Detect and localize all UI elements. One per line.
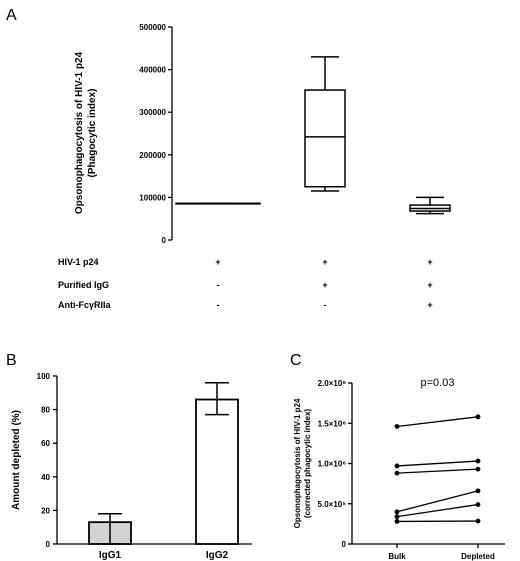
- panel-b-chart: 0 20 40 60 80 100 Amount depleted (%) IgG1 IgG2: [11, 372, 252, 561]
- y-tick-label: 200000: [139, 151, 166, 160]
- panel-a-letter: A: [6, 7, 17, 24]
- data-point: [394, 519, 400, 524]
- y-tick-label: 300000: [139, 108, 166, 117]
- data-point: [394, 424, 400, 429]
- series-line: [394, 488, 481, 515]
- condition-sign: -: [324, 300, 327, 310]
- condition-sign: +: [322, 257, 327, 267]
- condition-sign: +: [427, 257, 432, 267]
- x-tick-label: Bulk: [388, 552, 406, 561]
- y-tick-label: 5.0×10⁵: [318, 500, 347, 509]
- x-tick-label: IgG1: [99, 550, 122, 561]
- series-line: [394, 414, 481, 429]
- data-point: [475, 502, 481, 507]
- box: [304, 89, 346, 188]
- condition-label: HIV-1 p24: [58, 257, 99, 267]
- pair-line: [396, 490, 479, 513]
- y-axis-title: Opsonophagocytosis of HIV-1 p24(correcte…: [293, 398, 312, 528]
- series-line: [394, 502, 481, 520]
- pair-line: [396, 503, 479, 518]
- condition-sign: +: [427, 300, 432, 310]
- condition-sign: -: [217, 280, 220, 290]
- y-axis-title-line: (Phagocytic index): [87, 89, 98, 178]
- y-tick-label: 40: [41, 473, 50, 482]
- y-tick-label: 0: [342, 540, 347, 549]
- p-value-annotation: p=0.03: [421, 377, 455, 389]
- y-tick-label: 2.0×10⁶: [318, 379, 347, 388]
- panel-c-letter: C: [290, 352, 302, 369]
- y-tick-label: 0: [162, 236, 167, 245]
- y-tick-label: 20: [41, 506, 50, 515]
- data-point: [475, 414, 481, 420]
- condition-sign: +: [215, 257, 220, 267]
- box-group: [175, 202, 261, 205]
- y-axis-title: Amount depleted (%): [11, 410, 22, 510]
- panel-c-chart: 0 5.0×10⁵ 1.0×10⁶ 1.5×10⁶ 2.0×10⁶ Opsonophago…: [293, 377, 505, 561]
- y-tick-label: 1.0×10⁶: [318, 460, 347, 469]
- pair-line: [396, 460, 479, 467]
- series-line: [394, 458, 481, 469]
- series-line: [394, 518, 481, 524]
- condition-label: Anti-FcγRIIa: [58, 300, 112, 310]
- data-point: [394, 514, 400, 520]
- panel-a-chart: 0 100000 200000 300000 400000 500000 Opsonopha…: [58, 23, 451, 310]
- x-tick-label: IgG2: [206, 550, 229, 561]
- x-tick-label: Depleted: [461, 552, 495, 561]
- y-tick-label: 500000: [139, 23, 166, 32]
- box-group: [409, 196, 451, 215]
- data-point: [394, 509, 400, 515]
- y-axis-title-line: Opsonophagocytosis of HIV-1 p24: [293, 398, 302, 528]
- y-axis-title: Opsonophagocytosis of HIV-1 p24 (Phagocyt…: [74, 51, 98, 214]
- condition-sign: -: [217, 300, 220, 310]
- y-tick-label: 100: [37, 372, 51, 381]
- y-axis-title-line: (corrected phagocytic index): [303, 408, 312, 518]
- y-tick-label: 1.5×10⁶: [318, 419, 347, 428]
- y-axis-title-line: Opsonophagocytosis of HIV-1 p24: [74, 51, 85, 214]
- box-group: [304, 56, 346, 192]
- data-point: [475, 488, 481, 494]
- condition-sign: +: [427, 280, 432, 290]
- panel-b-letter: B: [6, 352, 17, 369]
- y-tick-label: 60: [41, 439, 50, 448]
- data-point: [475, 466, 481, 472]
- condition-sign: +: [322, 280, 327, 290]
- y-tick-label: 100000: [139, 193, 166, 202]
- data-point: [394, 463, 400, 469]
- data-point: [394, 470, 400, 476]
- pair-line: [396, 468, 479, 474]
- data-point: [475, 518, 481, 524]
- pair-line: [396, 416, 479, 428]
- bar: [195, 398, 239, 545]
- condition-label: Purified IgG: [58, 280, 109, 290]
- series-line: [394, 466, 481, 476]
- y-tick-label: 400000: [139, 66, 166, 75]
- data-point: [475, 458, 481, 464]
- y-tick-label: 0: [46, 540, 51, 549]
- y-tick-label: 80: [41, 406, 50, 415]
